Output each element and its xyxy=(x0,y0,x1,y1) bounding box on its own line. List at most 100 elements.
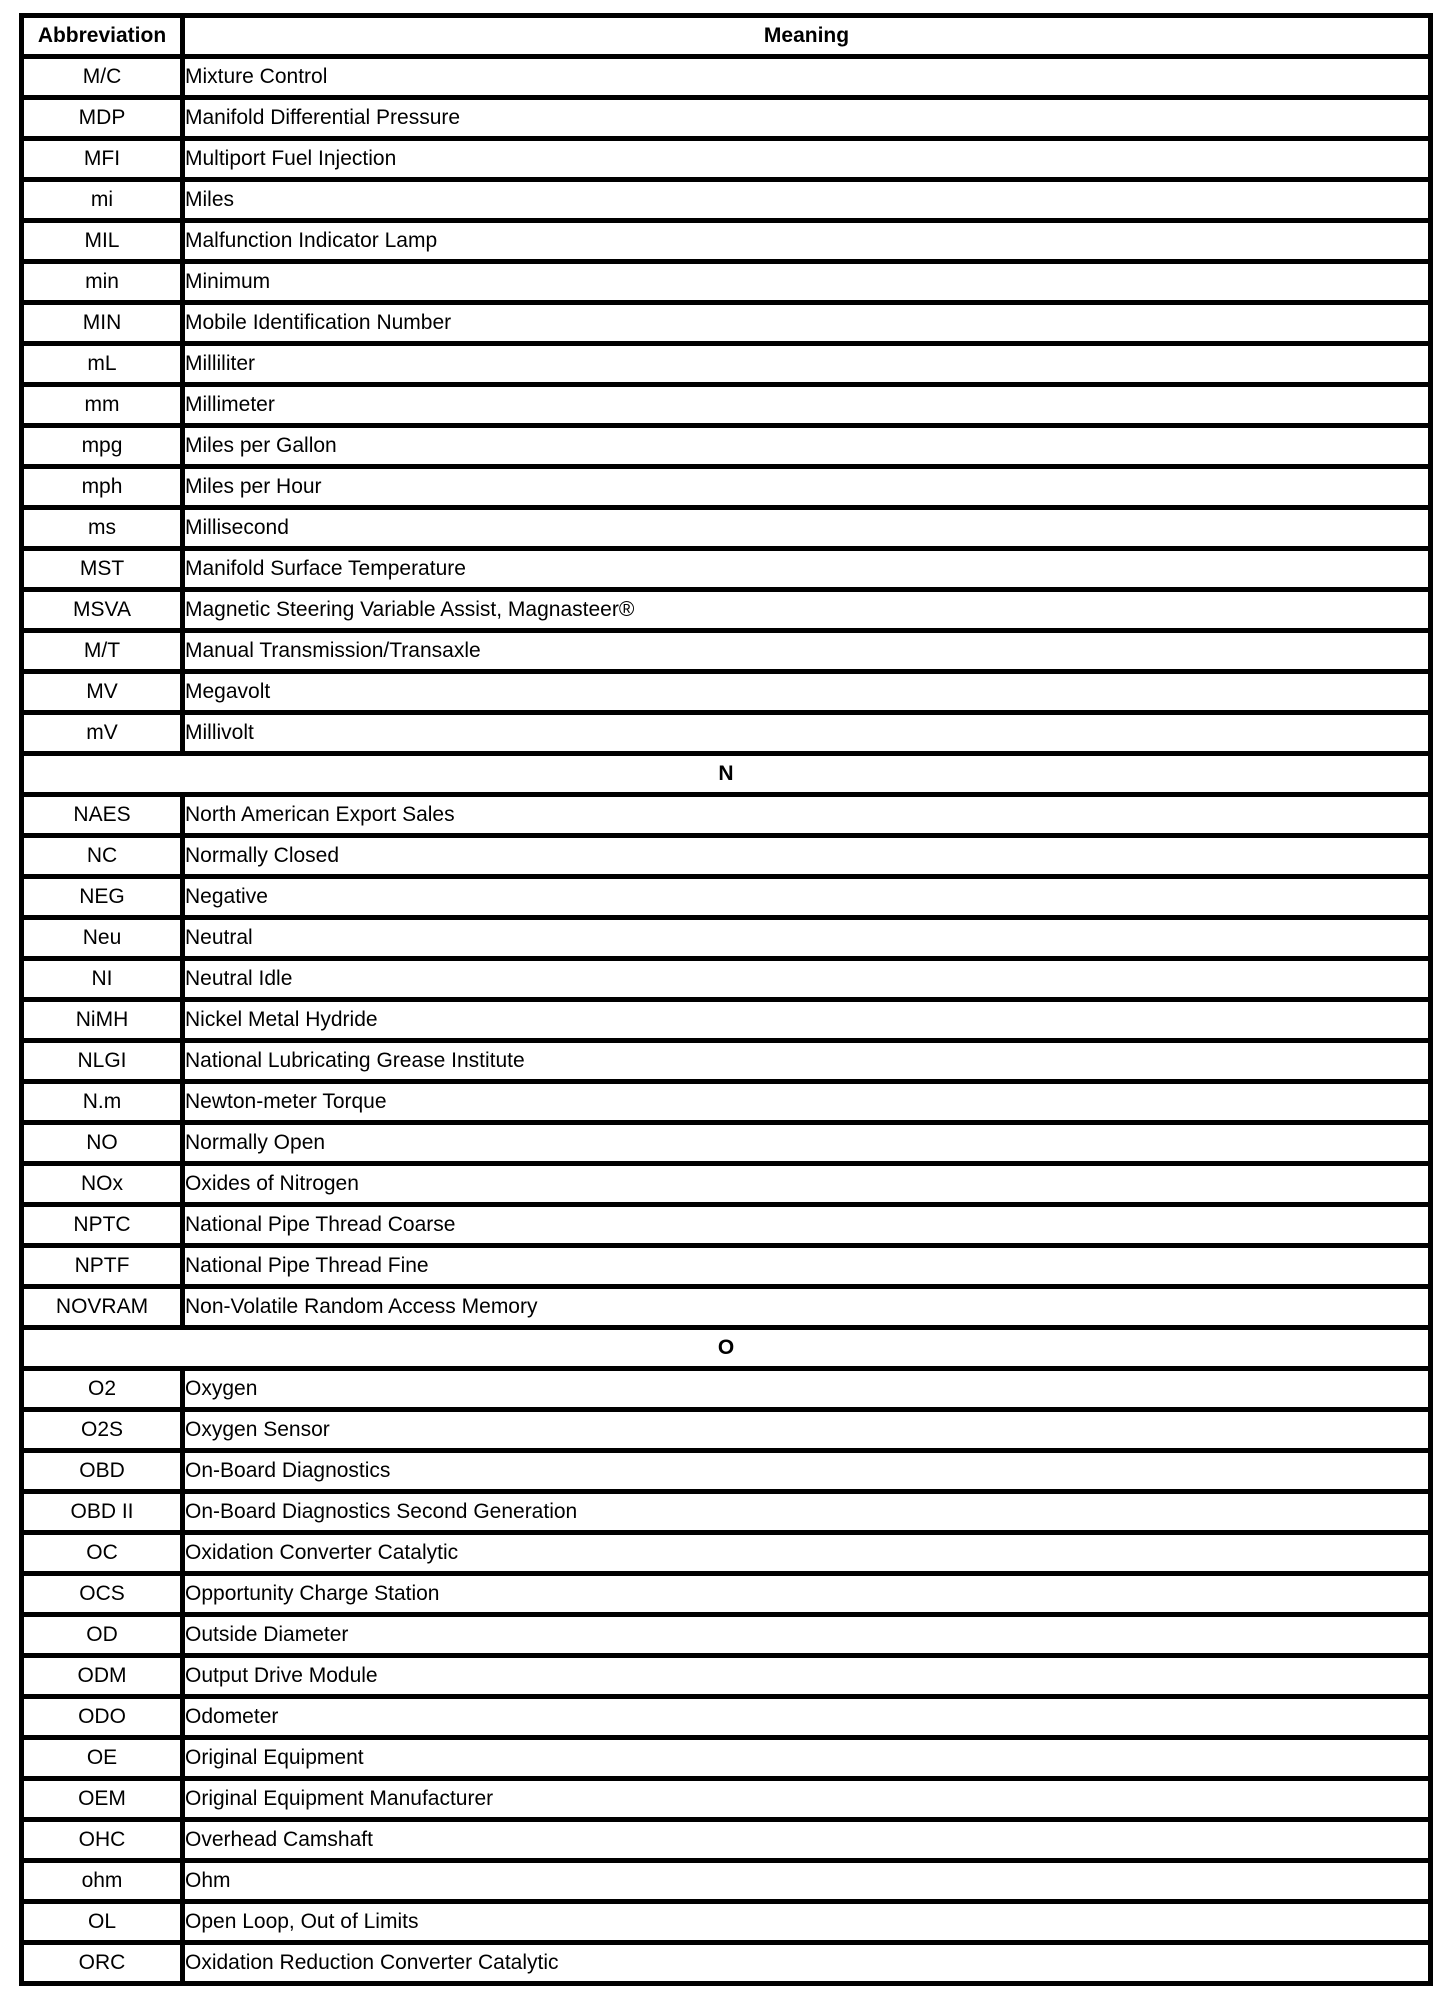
abbreviation-cell: mL xyxy=(19,341,185,387)
abbreviation-cell: NC xyxy=(19,833,185,879)
table-row: OD Outside Diameter xyxy=(19,1612,1433,1658)
abbreviation-cell: NPTF xyxy=(19,1243,185,1289)
table-row: NOVRAM Non-Volatile Random Access Memory xyxy=(19,1284,1433,1330)
abbreviation-cell: NO xyxy=(19,1120,185,1166)
table-row: OHC Overhead Camshaft xyxy=(19,1817,1433,1863)
abbreviation-cell: NOVRAM xyxy=(19,1284,185,1330)
abbreviation-cell: O2 xyxy=(19,1366,185,1412)
abbreviation-cell: OBD xyxy=(19,1448,185,1494)
meaning-cell: Non-Volatile Random Access Memory xyxy=(180,1284,1433,1330)
meaning-cell: Millivolt xyxy=(180,710,1433,756)
meaning-cell: Mixture Control xyxy=(180,54,1433,100)
abbreviation-cell: mm xyxy=(19,382,185,428)
abbreviation-cell: MSVA xyxy=(19,587,185,633)
abbreviation-cell: mpg xyxy=(19,423,185,469)
meaning-cell: Original Equipment xyxy=(180,1735,1433,1781)
table-row: ODO Odometer xyxy=(19,1694,1433,1740)
meaning-cell: National Lubricating Grease Institute xyxy=(180,1038,1433,1084)
abbreviation-cell: NAES xyxy=(19,792,185,838)
meaning-cell: Megavolt xyxy=(180,669,1433,715)
abbreviation-cell: O2S xyxy=(19,1407,185,1453)
abbreviation-cell: OD xyxy=(19,1612,185,1658)
table-row: mV Millivolt xyxy=(19,710,1433,756)
abbreviation-cell: ms xyxy=(19,505,185,551)
meaning-cell: Millimeter xyxy=(180,382,1433,428)
table-row: O2 Oxygen xyxy=(19,1366,1433,1412)
meaning-cell: Oxygen xyxy=(180,1366,1433,1412)
meaning-cell: Neutral xyxy=(180,915,1433,961)
table-row: mph Miles per Hour xyxy=(19,464,1433,510)
meaning-cell: Outside Diameter xyxy=(180,1612,1433,1658)
table-row: MST Manifold Surface Temperature xyxy=(19,546,1433,592)
table-row: OC Oxidation Converter Catalytic xyxy=(19,1530,1433,1576)
abbreviation-cell: OBD II xyxy=(19,1489,185,1535)
column-header-abbreviation: Abbreviation xyxy=(19,13,185,59)
meaning-cell: Nickel Metal Hydride xyxy=(180,997,1433,1043)
meaning-cell: Open Loop, Out of Limits xyxy=(180,1899,1433,1945)
abbreviation-cell: OE xyxy=(19,1735,185,1781)
table-row: MDP Manifold Differential Pressure xyxy=(19,95,1433,141)
table-row: min Minimum xyxy=(19,259,1433,305)
meaning-cell: Oxidation Converter Catalytic xyxy=(180,1530,1433,1576)
abbreviation-cell: ODM xyxy=(19,1653,185,1699)
table-row: MFI Multiport Fuel Injection xyxy=(19,136,1433,182)
table-row: mL Milliliter xyxy=(19,341,1433,387)
section-header-row: N xyxy=(19,751,1433,797)
table-row: mm Millimeter xyxy=(19,382,1433,428)
table-row: NiMH Nickel Metal Hydride xyxy=(19,997,1433,1043)
abbreviation-cell: MST xyxy=(19,546,185,592)
table-row: OE Original Equipment xyxy=(19,1735,1433,1781)
header-row: Abbreviation Meaning xyxy=(19,13,1433,59)
table-row: NOx Oxides of Nitrogen xyxy=(19,1161,1433,1207)
abbreviation-cell: OEM xyxy=(19,1776,185,1822)
abbreviation-cell: MV xyxy=(19,669,185,715)
abbreviation-cell: OL xyxy=(19,1899,185,1945)
column-header-meaning: Meaning xyxy=(180,13,1433,59)
abbreviation-cell: OC xyxy=(19,1530,185,1576)
abbreviation-cell: ODO xyxy=(19,1694,185,1740)
abbreviation-cell: ohm xyxy=(19,1858,185,1904)
meaning-cell: Oxides of Nitrogen xyxy=(180,1161,1433,1207)
abbreviation-cell: MIL xyxy=(19,218,185,264)
table-row: mpg Miles per Gallon xyxy=(19,423,1433,469)
abbreviation-cell: mph xyxy=(19,464,185,510)
table-row: OBD On-Board Diagnostics xyxy=(19,1448,1433,1494)
meaning-cell: Original Equipment Manufacturer xyxy=(180,1776,1433,1822)
meaning-cell: Magnetic Steering Variable Assist, Magna… xyxy=(180,587,1433,633)
meaning-cell: Manifold Surface Temperature xyxy=(180,546,1433,592)
meaning-cell: Neutral Idle xyxy=(180,956,1433,1002)
table-row: O2S Oxygen Sensor xyxy=(19,1407,1433,1453)
table-row: Neu Neutral xyxy=(19,915,1433,961)
meaning-cell: Milliliter xyxy=(180,341,1433,387)
abbreviation-cell: NiMH xyxy=(19,997,185,1043)
table-row: NEG Negative xyxy=(19,874,1433,920)
abbreviations-table: Abbreviation Meaning M/C Mixture Control M… xyxy=(19,13,1433,1986)
abbreviation-cell: NOx xyxy=(19,1161,185,1207)
table-row: NPTC National Pipe Thread Coarse xyxy=(19,1202,1433,1248)
abbreviation-cell: MFI xyxy=(19,136,185,182)
meaning-cell: Miles per Hour xyxy=(180,464,1433,510)
table-row: ODM Output Drive Module xyxy=(19,1653,1433,1699)
abbreviation-cell: OCS xyxy=(19,1571,185,1617)
table-row: M/C Mixture Control xyxy=(19,54,1433,100)
meaning-cell: Manifold Differential Pressure xyxy=(180,95,1433,141)
table-row: ORC Oxidation Reduction Converter Catalyt… xyxy=(19,1940,1433,1986)
meaning-cell: Opportunity Charge Station xyxy=(180,1571,1433,1617)
meaning-cell: Oxidation Reduction Converter Catalytic xyxy=(180,1940,1433,1986)
abbreviation-cell: NLGI xyxy=(19,1038,185,1084)
abbreviation-cell: N.m xyxy=(19,1079,185,1125)
abbreviation-cell: Neu xyxy=(19,915,185,961)
meaning-cell: Newton-meter Torque xyxy=(180,1079,1433,1125)
meaning-cell: On-Board Diagnostics Second Generation xyxy=(180,1489,1433,1535)
table-row: ms Millisecond xyxy=(19,505,1433,551)
table-row: NI Neutral Idle xyxy=(19,956,1433,1002)
table-row: mi Miles xyxy=(19,177,1433,223)
table-row: N.m Newton-meter Torque xyxy=(19,1079,1433,1125)
meaning-cell: On-Board Diagnostics xyxy=(180,1448,1433,1494)
abbreviation-cell: OHC xyxy=(19,1817,185,1863)
table-row: NC Normally Closed xyxy=(19,833,1433,879)
table-row: NLGI National Lubricating Grease Institut… xyxy=(19,1038,1433,1084)
table-row: OL Open Loop, Out of Limits xyxy=(19,1899,1433,1945)
meaning-cell: Millisecond xyxy=(180,505,1433,551)
abbreviation-cell: mi xyxy=(19,177,185,223)
